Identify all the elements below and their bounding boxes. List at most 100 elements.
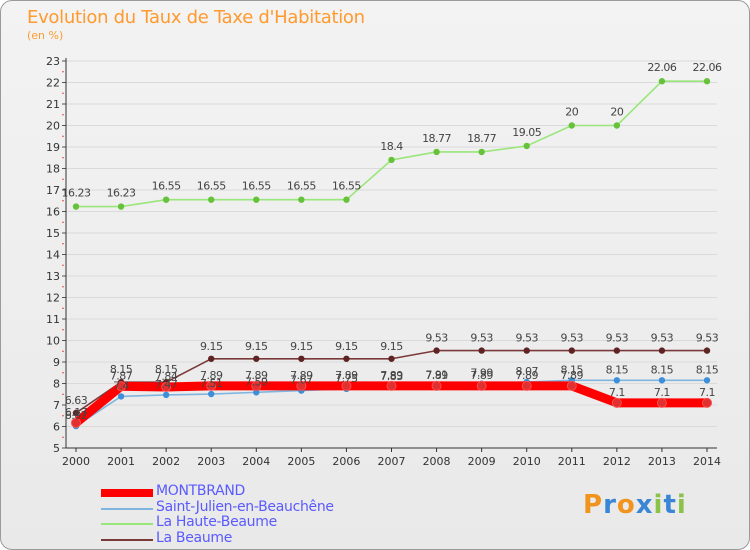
data-label: 9.53 xyxy=(425,332,448,345)
data-label: 7.89 xyxy=(335,369,358,382)
data-point xyxy=(298,355,305,362)
data-label: 8.15 xyxy=(606,363,629,376)
data-point xyxy=(161,381,172,392)
data-label: 7.1 xyxy=(654,386,670,399)
data-point xyxy=(431,380,442,391)
data-point xyxy=(386,380,397,391)
data-point xyxy=(253,355,260,362)
data-label: 7.1 xyxy=(609,386,625,399)
x-tick-label: 2006 xyxy=(332,455,360,468)
data-label: 7.83 xyxy=(380,370,403,383)
y-tick-label: 16 xyxy=(46,206,60,219)
data-label: 9.53 xyxy=(515,332,538,345)
logo-letter: P xyxy=(583,490,604,520)
y-axis-unit: (en %) xyxy=(27,29,64,42)
data-point xyxy=(296,380,307,391)
data-point xyxy=(566,380,577,391)
data-label: 7.1 xyxy=(699,386,715,399)
y-tick-label: 20 xyxy=(46,120,60,133)
legend-swatch xyxy=(101,523,153,525)
data-label: 20 xyxy=(610,106,623,119)
y-tick-label: 18 xyxy=(46,163,60,176)
data-label: 7.4 xyxy=(113,379,129,392)
data-point xyxy=(611,397,622,408)
data-point xyxy=(253,196,260,203)
data-label: 9.53 xyxy=(651,332,674,345)
data-label: 22.06 xyxy=(693,61,722,74)
data-point xyxy=(71,417,81,428)
data-label: 7.89 xyxy=(200,369,223,382)
data-point xyxy=(478,347,485,354)
data-label: 8.15 xyxy=(155,363,178,376)
data-label: 7.87 xyxy=(110,369,133,382)
data-point xyxy=(476,380,487,391)
logo-letter: o xyxy=(616,490,636,520)
data-label: 7.89 xyxy=(470,369,493,382)
data-label: 7.89 xyxy=(245,369,268,382)
data-point xyxy=(613,122,621,129)
data-label: 16.55 xyxy=(242,180,271,193)
x-tick-label: 2005 xyxy=(287,455,315,468)
x-tick-label: 2012 xyxy=(603,455,631,468)
data-point xyxy=(703,347,711,354)
line-chart: 5 6 7 8 9 10 11 12 13 14 15 16 17 18 19 20 21 22 23 2000 200… xyxy=(46,55,722,468)
data-point xyxy=(341,380,352,391)
y-tick-label: 19 xyxy=(46,141,60,154)
data-label: 16.55 xyxy=(332,180,361,193)
data-label: 7.89 xyxy=(290,369,313,382)
y-tick-label: 10 xyxy=(46,335,60,348)
data-label: 9.53 xyxy=(606,332,629,345)
data-label: 16.55 xyxy=(197,180,226,193)
data-point xyxy=(568,347,575,354)
data-point xyxy=(658,78,666,85)
data-point xyxy=(613,377,621,384)
legend-label: La Beaume xyxy=(156,529,233,546)
data-point xyxy=(343,196,350,203)
data-label: 20 xyxy=(565,106,578,119)
data-point xyxy=(658,377,666,384)
data-point xyxy=(388,355,395,362)
x-tick-label: 2003 xyxy=(197,455,225,468)
x-tick-label: 2000 xyxy=(62,455,90,468)
data-label: 9.15 xyxy=(335,340,358,353)
data-point xyxy=(208,196,215,203)
data-label: 9.15 xyxy=(380,340,403,353)
y-tick-label: 23 xyxy=(46,55,60,68)
y-tick-label: 6 xyxy=(53,421,60,434)
x-tick-label: 2007 xyxy=(378,455,406,468)
chart-title: Evolution du Taux de Taxe d'Habitation xyxy=(27,7,365,28)
data-point xyxy=(208,355,215,362)
data-label: 7.89 xyxy=(561,369,584,382)
data-point xyxy=(433,148,440,156)
legend-label: Saint-Julien-en-Beauchêne xyxy=(156,498,334,515)
data-label: 18.4 xyxy=(380,140,403,153)
y-tick-label: 14 xyxy=(46,249,60,262)
data-point xyxy=(656,397,667,408)
y-tick-label: 11 xyxy=(46,313,60,326)
legend-swatch xyxy=(101,489,153,497)
x-tick-label: 2010 xyxy=(513,455,541,468)
data-label: 7.75 xyxy=(335,372,358,385)
y-tick-label: 7 xyxy=(53,399,60,412)
data-label: 18.77 xyxy=(422,132,451,145)
legend-swatch xyxy=(101,507,153,510)
x-tick-label: 2013 xyxy=(648,455,676,468)
data-label: 7.47 xyxy=(155,378,178,391)
data-label: 9.53 xyxy=(470,332,493,345)
data-point xyxy=(117,393,125,400)
data-point xyxy=(702,397,712,408)
data-label: 7.59 xyxy=(245,375,268,388)
data-label: 9.15 xyxy=(245,340,268,353)
data-point xyxy=(703,377,711,384)
data-label: 9.53 xyxy=(561,332,584,345)
data-label: 16.55 xyxy=(152,180,181,193)
logo-letter: x xyxy=(635,490,654,520)
data-point xyxy=(568,122,575,129)
data-point xyxy=(116,381,127,392)
y-tick-label: 12 xyxy=(46,292,60,305)
legend-label: La Haute-Beaume xyxy=(156,514,277,530)
data-point xyxy=(388,156,395,164)
y-tick-label: 21 xyxy=(46,98,60,111)
logo-letter: i xyxy=(676,490,687,520)
data-label: 9.15 xyxy=(290,340,313,353)
